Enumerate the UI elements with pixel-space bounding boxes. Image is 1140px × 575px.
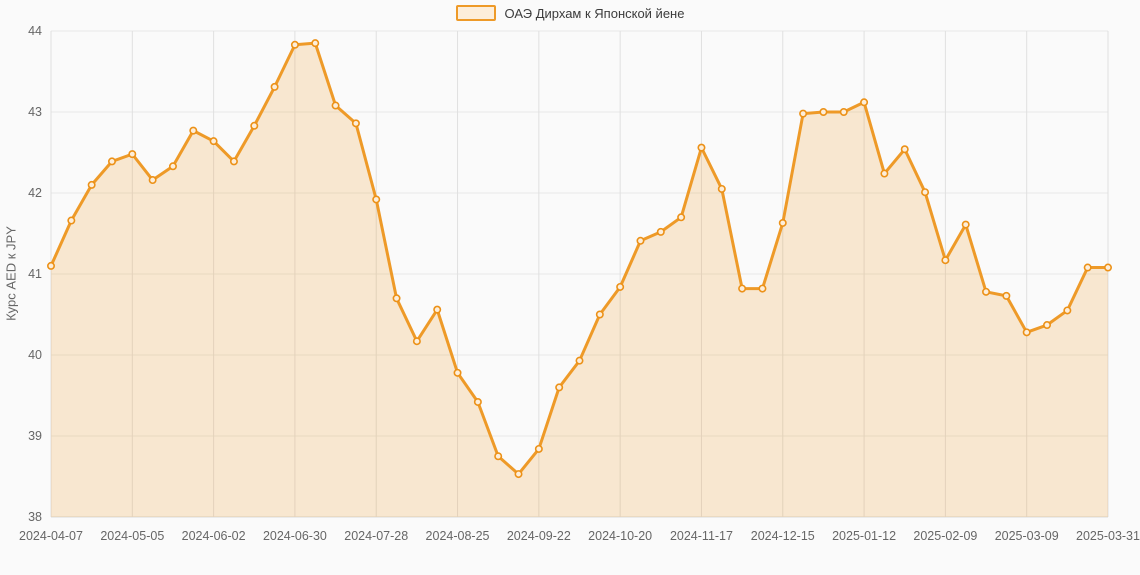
data-point-marker[interactable] <box>473 397 482 406</box>
data-point-marker[interactable] <box>1063 306 1072 315</box>
data-point-marker[interactable] <box>1002 291 1011 300</box>
x-tick-label: 2024-04-07 <box>19 529 83 543</box>
data-point-marker[interactable] <box>189 126 198 135</box>
x-tick-label: 2024-11-17 <box>670 529 733 543</box>
data-point-marker[interactable] <box>412 337 421 346</box>
data-point-marker[interactable] <box>575 356 584 365</box>
data-point-marker[interactable] <box>372 195 381 204</box>
data-point-marker[interactable] <box>534 444 543 453</box>
data-point-marker[interactable] <box>209 137 218 146</box>
data-point-marker[interactable] <box>555 383 564 392</box>
data-point-marker[interactable] <box>880 169 889 178</box>
data-point-marker[interactable] <box>1043 321 1052 330</box>
y-tick-label: 40 <box>28 348 42 362</box>
data-point-marker[interactable] <box>433 305 442 314</box>
legend-label[interactable]: ОАЭ Дирхам к Японской йене <box>504 5 685 21</box>
data-point-marker[interactable] <box>311 39 320 48</box>
x-tick-label: 2024-12-15 <box>751 529 815 543</box>
y-axis-title: Курс AED к JPY <box>3 226 19 321</box>
data-point-marker[interactable] <box>494 452 503 461</box>
data-point-marker[interactable] <box>168 162 177 171</box>
data-point-marker[interactable] <box>616 282 625 291</box>
y-tick-label: 41 <box>28 267 42 281</box>
x-tick-label: 2024-06-30 <box>263 529 327 543</box>
data-point-marker[interactable] <box>860 98 869 107</box>
data-point-marker[interactable] <box>67 216 76 225</box>
data-point-marker[interactable] <box>697 143 706 152</box>
data-point-marker[interactable] <box>738 284 747 293</box>
data-point-marker[interactable] <box>87 180 96 189</box>
data-point-marker[interactable] <box>961 220 970 229</box>
y-tick-label: 39 <box>28 429 42 443</box>
data-point-marker[interactable] <box>392 294 401 303</box>
data-point-marker[interactable] <box>514 470 523 479</box>
data-point-marker[interactable] <box>1104 263 1113 272</box>
x-tick-label: 2024-10-20 <box>588 529 652 543</box>
data-point-marker[interactable] <box>941 256 950 265</box>
x-tick-label: 2024-07-28 <box>344 529 408 543</box>
data-point-marker[interactable] <box>656 227 665 236</box>
data-point-marker[interactable] <box>331 101 340 110</box>
data-point-marker[interactable] <box>677 213 686 222</box>
data-point-marker[interactable] <box>351 119 360 128</box>
data-point-marker[interactable] <box>778 218 787 227</box>
data-point-marker[interactable] <box>717 184 726 193</box>
x-tick-label: 2025-03-31 <box>1076 529 1140 543</box>
data-point-marker[interactable] <box>758 284 767 293</box>
x-tick-label: 2024-09-22 <box>507 529 571 543</box>
data-point-marker[interactable] <box>1022 328 1031 337</box>
data-point-marker[interactable] <box>921 188 930 197</box>
data-point-marker[interactable] <box>900 145 909 154</box>
data-point-marker[interactable] <box>839 108 848 117</box>
data-point-marker[interactable] <box>46 261 55 270</box>
data-point-marker[interactable] <box>819 108 828 117</box>
data-point-marker[interactable] <box>107 157 116 166</box>
data-point-marker[interactable] <box>128 150 137 159</box>
y-tick-label: 38 <box>28 510 42 524</box>
x-tick-label: 2024-06-02 <box>182 529 246 543</box>
data-point-marker[interactable] <box>270 82 279 91</box>
data-point-marker[interactable] <box>229 157 238 166</box>
x-tick-label: 2024-08-25 <box>426 529 490 543</box>
legend-swatch-icon[interactable] <box>455 5 496 21</box>
x-tick-label: 2024-05-05 <box>100 529 164 543</box>
data-point-marker[interactable] <box>595 310 604 319</box>
legend[interactable]: ОАЭ Дирхам к Японской йене <box>0 5 1140 21</box>
x-tick-label: 2025-02-09 <box>913 529 977 543</box>
x-tick-label: 2025-03-09 <box>995 529 1059 543</box>
x-tick-label: 2025-01-12 <box>832 529 896 543</box>
series-area <box>51 43 1108 518</box>
data-point-marker[interactable] <box>636 236 645 245</box>
y-tick-label: 43 <box>28 105 42 119</box>
data-point-marker[interactable] <box>250 121 259 130</box>
data-point-marker[interactable] <box>453 368 462 377</box>
data-point-marker[interactable] <box>799 109 808 118</box>
data-point-marker[interactable] <box>148 176 157 185</box>
data-point-marker[interactable] <box>982 287 991 296</box>
data-point-marker[interactable] <box>1083 263 1092 272</box>
data-point-marker[interactable] <box>290 40 299 49</box>
y-tick-label: 44 <box>28 24 42 38</box>
y-tick-label: 42 <box>28 186 42 200</box>
